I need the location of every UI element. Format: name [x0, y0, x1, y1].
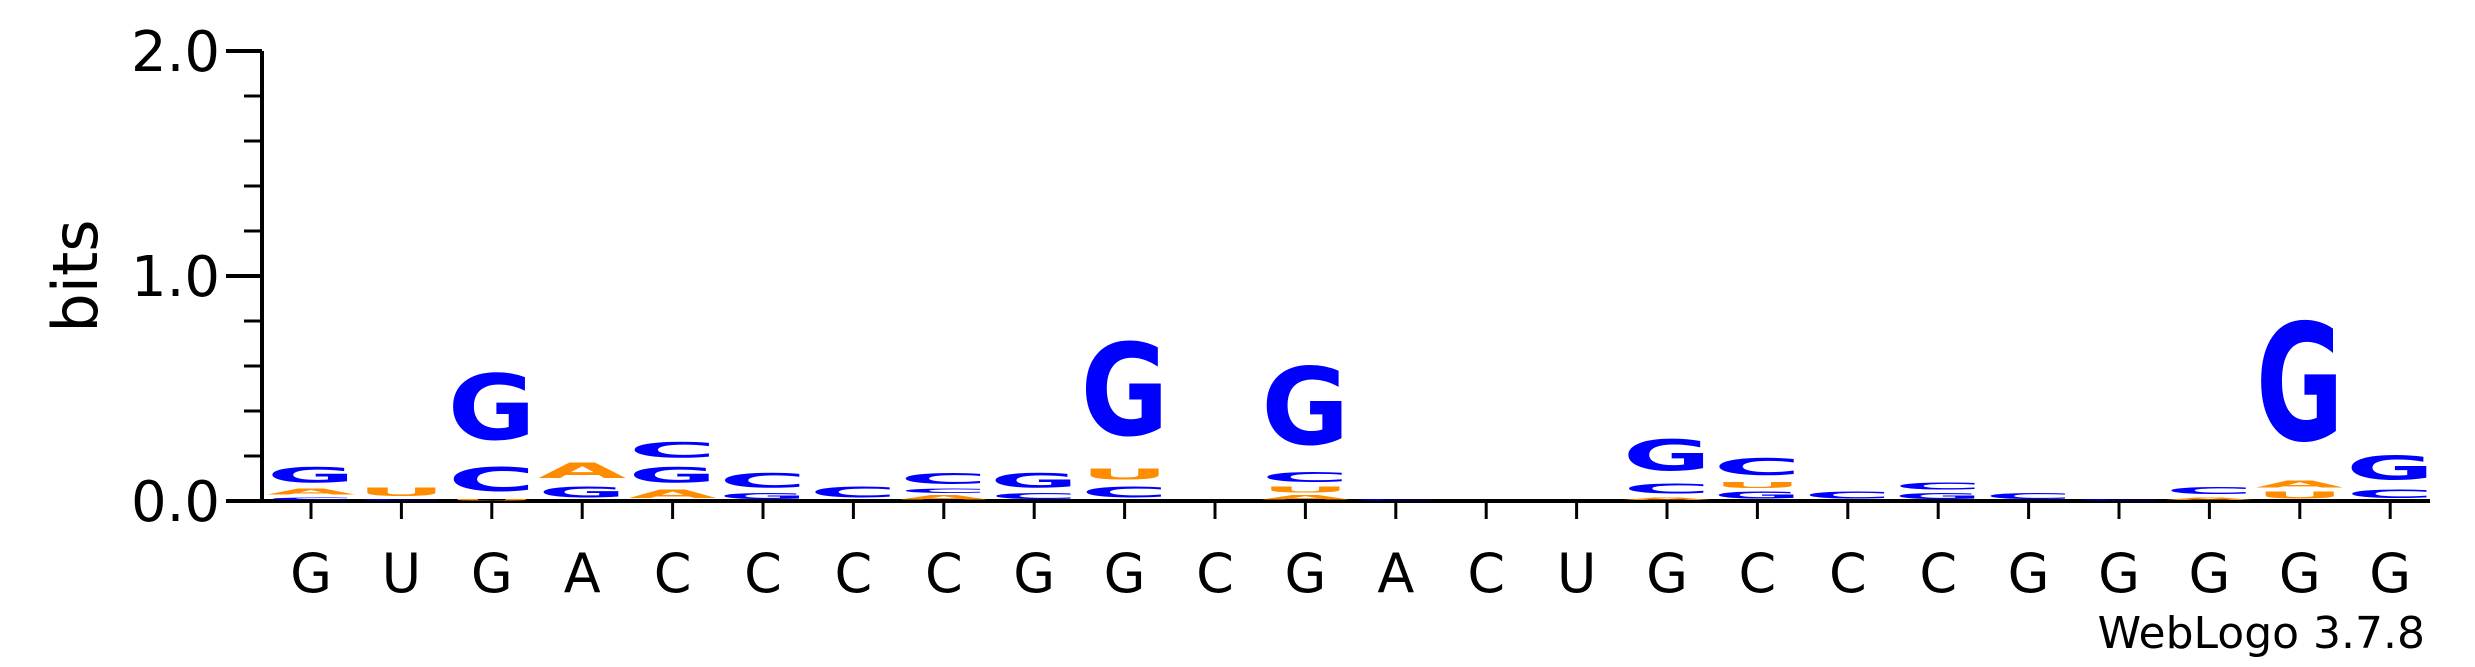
x-tick-label: A — [1377, 542, 1414, 605]
logo-glyph-g: G — [1713, 490, 1801, 501]
logo-glyph-g: G — [1261, 347, 1349, 470]
logo-glyph-a: A — [629, 488, 718, 501]
logo-glyph-g: G — [719, 492, 807, 501]
x-tick-label: C — [1467, 542, 1505, 605]
logo-glyph-c: C — [1894, 481, 1982, 492]
logo-glyph-a: A — [2165, 496, 2253, 500]
weblogo-watermark: WebLogo 3.7.8 — [2098, 608, 2425, 659]
x-tick-label: C — [654, 542, 692, 605]
logo-glyph-c: C — [990, 492, 1078, 501]
logo-glyph-a: A — [267, 488, 355, 497]
logo-glyph-c: C — [1623, 481, 1711, 497]
logo-glyph-u: U — [448, 499, 536, 501]
logo-glyph-a: A — [2256, 479, 2345, 490]
x-tick-label: G — [1284, 542, 1326, 605]
logo-glyph-g: G — [448, 356, 536, 461]
y-tick-label: 2.0 — [131, 20, 220, 85]
x-tick-label: G — [1013, 542, 1055, 605]
logo-glyph-c: C — [1985, 492, 2073, 501]
x-tick-label: C — [835, 542, 873, 605]
logo-glyph-g: G — [629, 463, 717, 488]
logo-glyph-g: G — [1623, 432, 1711, 481]
logo-glyph-c: C — [2346, 488, 2434, 501]
y-tick-label: 0.0 — [131, 470, 220, 535]
x-tick-label: G — [2008, 542, 2050, 605]
x-tick-label: U — [1557, 542, 1597, 605]
logo-glyph-c: C — [900, 470, 988, 488]
logo-glyph-c: C — [629, 438, 717, 463]
y-ticks: 0.0 1.0 2.0 — [131, 20, 262, 535]
logo-glyph-u: U — [357, 485, 445, 498]
y-axis-label: bits — [39, 219, 112, 332]
x-tick-label: G — [2188, 542, 2230, 605]
logo-glyph-c: C — [809, 483, 897, 501]
x-tick-label: C — [925, 542, 963, 605]
logo-glyph-g: G — [267, 463, 355, 488]
y-tick-label: 1.0 — [131, 245, 220, 310]
x-tick-label: C — [1196, 542, 1234, 605]
logo-glyph-c: C — [2165, 485, 2253, 496]
logo-glyph-c: C — [357, 499, 445, 501]
logo-glyph-c: C — [900, 488, 988, 495]
x-tick-label: G — [1104, 542, 1146, 605]
logo-glyph-g: G — [1081, 317, 1169, 465]
logo-glyph-g: G — [990, 470, 1078, 492]
logo-glyph-c: C — [267, 497, 355, 501]
logo-glyph-a: A — [900, 494, 988, 501]
x-tick-label: G — [2279, 542, 2321, 605]
logo-glyph-c: C — [719, 470, 807, 492]
x-tick-label: C — [1919, 542, 1957, 605]
logo-glyph-u: U — [1081, 465, 1169, 483]
x-tick-label: C — [1739, 542, 1777, 605]
x-tick-label: U — [382, 542, 422, 605]
logo-glyph-g: G — [1894, 492, 1982, 501]
x-tick-label: G — [1646, 542, 1688, 605]
logo-glyph-c: C — [1713, 454, 1801, 481]
x-tick-label: G — [471, 542, 513, 605]
logo-glyph-g: G — [2256, 291, 2344, 478]
logo-glyph-c: C — [1261, 470, 1349, 486]
logo-glyph-g: G — [2346, 449, 2434, 487]
logo-glyph-u: U — [2256, 490, 2344, 501]
logo-glyph-c: C — [448, 460, 536, 498]
logo-glyph-c: C — [1804, 490, 1892, 501]
logo-glyph-a: A — [1261, 494, 1349, 501]
logo-glyph-c: C — [1081, 483, 1169, 501]
logo-glyph-c: C — [1352, 499, 1440, 501]
logo-glyph-c: C — [2075, 499, 2163, 501]
logo-glyph-a: A — [1623, 496, 1711, 500]
x-tick-label: A — [564, 542, 601, 605]
logo-glyph-u: U — [1713, 481, 1801, 490]
logo-glyph-u: U — [1261, 485, 1349, 494]
logo-glyph-g: G — [538, 483, 626, 501]
x-tick-label: G — [2369, 542, 2411, 605]
x-tick-label: C — [1829, 542, 1867, 605]
x-tick-label: G — [2098, 542, 2140, 605]
x-tick-label: G — [290, 542, 332, 605]
logo-glyph-a: A — [538, 459, 626, 484]
x-tick-label: C — [744, 542, 782, 605]
